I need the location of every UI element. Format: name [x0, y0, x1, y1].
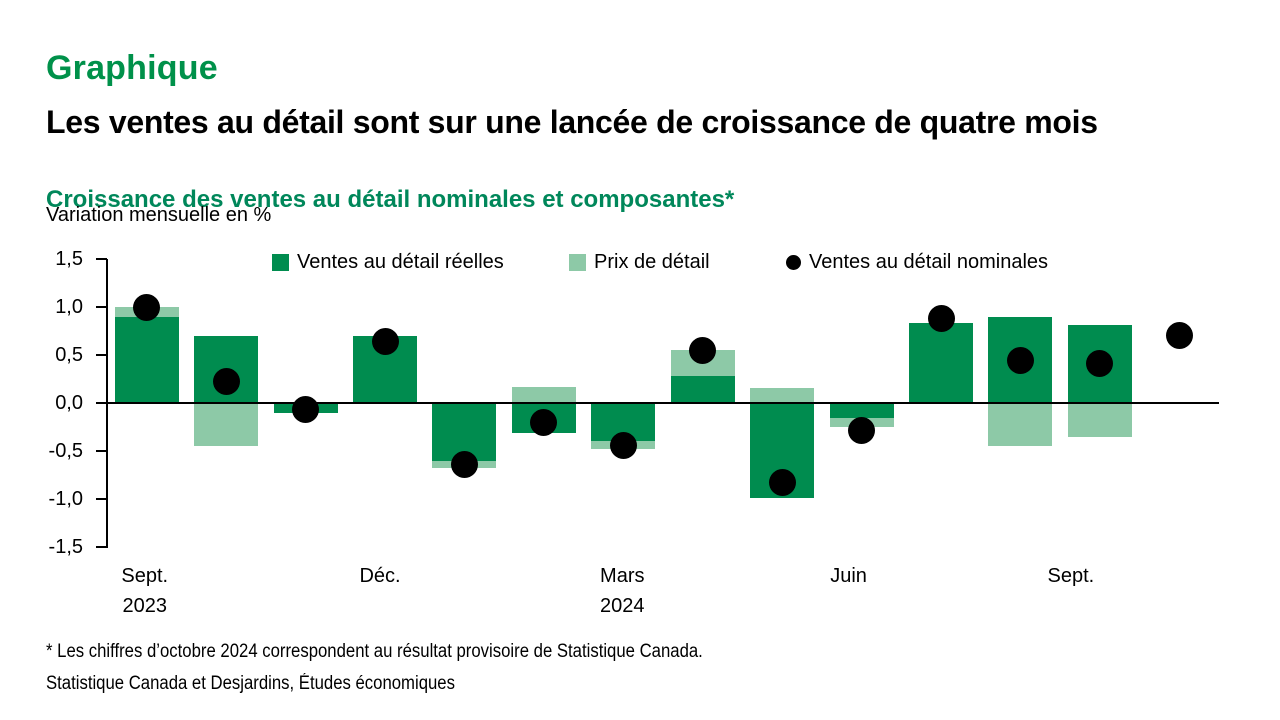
bar-real-sales [670, 376, 735, 403]
point-nominal-sales [1086, 350, 1114, 378]
point-nominal-sales [1165, 322, 1193, 350]
x-axis-tick-label: Sept. [1001, 561, 1141, 591]
y-axis-tick [96, 450, 107, 452]
point-nominal-sales [848, 417, 876, 445]
x-axis-tick-label: Déc. [310, 561, 450, 591]
y-axis-tick-label: -1,5 [48, 536, 83, 558]
y-axis-tick-label: 0,0 [55, 392, 83, 414]
legend-label-retail-prices: Prix de détail [594, 250, 710, 273]
x-axis-tick-label-line: Sept. [1047, 565, 1095, 587]
chart-source: Statistique Canada et Desjardins, Études… [46, 673, 511, 695]
point-nominal-sales [212, 368, 240, 396]
bar-real-sales [909, 323, 973, 403]
chart-plot-area: 1,5 1,0 0,5 0,0 -0,5 -1,0 -1,5 Sept. 2023 Déc. Mar… [49, 248, 1219, 617]
bar-retail-prices [194, 403, 259, 447]
y-axis-line [106, 259, 108, 548]
legend-swatch-retail-prices-icon [569, 253, 586, 271]
chart-units-label: Variation mensuelle en % [46, 204, 272, 226]
point-nominal-sales [450, 450, 478, 478]
legend-label-real-sales: Ventes au détail réelles [297, 250, 504, 273]
legend-item-real-sales: Ventes au détail réelles [272, 251, 504, 273]
y-axis-tick-label: 1,5 [55, 248, 83, 270]
legend-label-nominal-sales: Ventes au détail nominales [809, 250, 1049, 273]
point-nominal-sales [1006, 347, 1034, 375]
point-nominal-sales [609, 431, 637, 459]
x-axis-tick-label-line: Déc. [359, 565, 401, 587]
y-axis-tick-label: -1,0 [48, 488, 83, 510]
page-title: Les ventes au détail sont sur une lancée… [46, 103, 1098, 140]
zero-baseline [107, 402, 1219, 404]
bar-retail-prices [511, 386, 576, 403]
x-axis-tick-label-line: 2024 [600, 595, 645, 617]
y-axis-tick-label: -0,5 [48, 440, 83, 462]
point-nominal-sales [689, 336, 717, 364]
y-axis-tick [96, 402, 107, 404]
y-axis-tick [96, 498, 107, 500]
chart-title: Croissance des ventes au détail nominale… [46, 186, 735, 213]
point-nominal-sales [530, 408, 558, 436]
y-axis-tick [96, 258, 107, 260]
point-nominal-sales [371, 328, 399, 356]
x-axis-tick-label-line: Mars [600, 565, 645, 587]
page-kicker: Graphique [46, 48, 218, 87]
point-nominal-sales [927, 305, 955, 333]
y-axis-tick [96, 306, 107, 308]
chart-source-text: Statistique Canada et Desjardins, Études… [46, 673, 455, 694]
legend-item-retail-prices: Prix de détail [569, 251, 710, 273]
bar-retail-prices [1067, 403, 1132, 437]
y-axis-tick-label: 0,5 [55, 344, 83, 366]
point-nominal-sales [292, 396, 320, 424]
point-nominal-sales [133, 293, 161, 321]
x-axis-tick-label-line: Sept. [121, 565, 169, 587]
x-axis-tick-label-line: Juin [830, 565, 867, 587]
bar-real-sales [114, 316, 179, 403]
x-axis-tick-label: Juin [779, 561, 919, 591]
bar-retail-prices [988, 403, 1053, 447]
bar-retail-prices [750, 387, 815, 403]
legend-swatch-real-sales-icon [272, 253, 289, 271]
x-axis-tick-label: Sept. 2023 [75, 561, 215, 621]
legend-item-nominal-sales: Ventes au détail nominales [786, 251, 1048, 273]
point-nominal-sales [768, 469, 796, 497]
legend-swatch-nominal-sales-icon [786, 254, 801, 270]
y-axis-tick [96, 354, 107, 356]
chart-footnote-text: * Les chiffres d’octobre 2024 correspond… [46, 641, 703, 662]
y-axis-tick-label: 1,0 [55, 296, 83, 318]
y-axis-tick [96, 546, 107, 548]
bar-real-sales [829, 403, 894, 419]
chart-footnote: * Les chiffres d’octobre 2024 correspond… [46, 641, 792, 663]
x-axis-tick-label: Mars 2024 [552, 561, 692, 621]
x-axis-tick-label-line: 2023 [122, 595, 167, 617]
